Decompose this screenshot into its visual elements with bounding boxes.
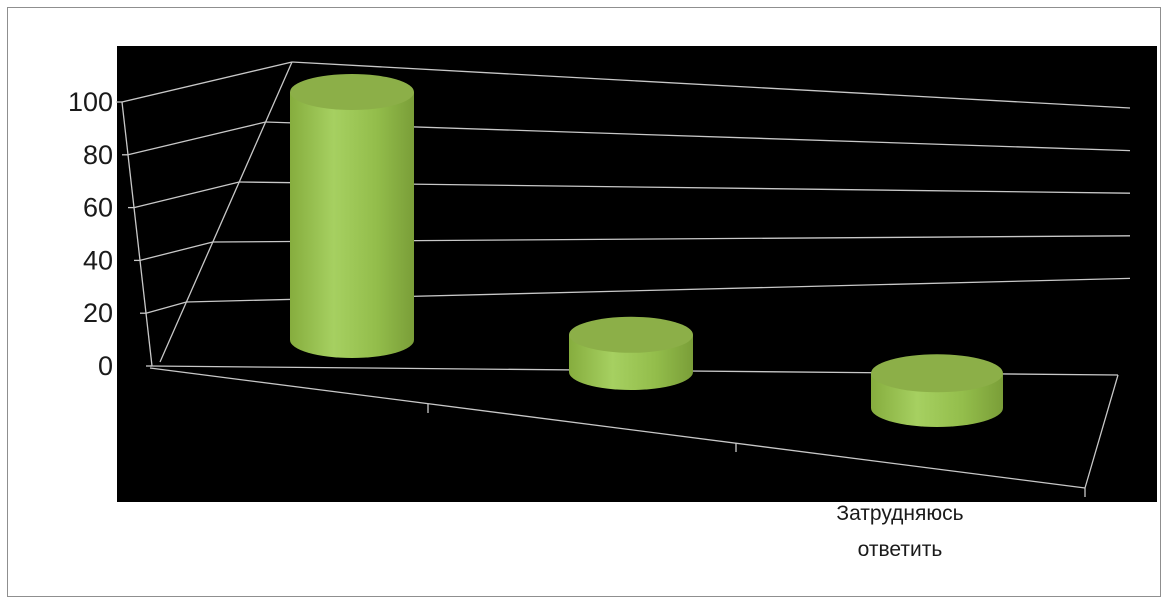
- y-tick-label: 40: [83, 245, 113, 275]
- bar-body: [290, 92, 414, 358]
- bar-top: [871, 354, 1003, 393]
- y-tick-label: 80: [83, 140, 113, 170]
- bar-top: [569, 316, 693, 353]
- gridline-left-wall: [145, 301, 187, 314]
- bar-1: [290, 74, 414, 358]
- y-tick-label: 60: [83, 193, 113, 223]
- y-tick-label: 100: [68, 87, 113, 117]
- gridline-left-wall: [121, 61, 293, 103]
- gridline-left-wall: [133, 181, 240, 209]
- floor-right-edge: [1084, 374, 1119, 489]
- bar-2: [569, 316, 693, 390]
- bar-3: [871, 354, 1003, 427]
- x-category-label: Затрудняюсь ответить: [836, 502, 963, 561]
- gridline-left-wall: [127, 121, 266, 156]
- bar-top: [290, 74, 414, 110]
- plot-area-background: [117, 46, 1157, 502]
- gridline: [291, 61, 1131, 109]
- back-wall-edge: [159, 61, 293, 363]
- gridline-left-wall: [139, 241, 213, 262]
- y-tick-label: 20: [83, 298, 113, 328]
- y-tick-label: 0: [98, 351, 113, 381]
- x-axis-line: [149, 367, 1086, 489]
- y-axis-line: [121, 101, 153, 367]
